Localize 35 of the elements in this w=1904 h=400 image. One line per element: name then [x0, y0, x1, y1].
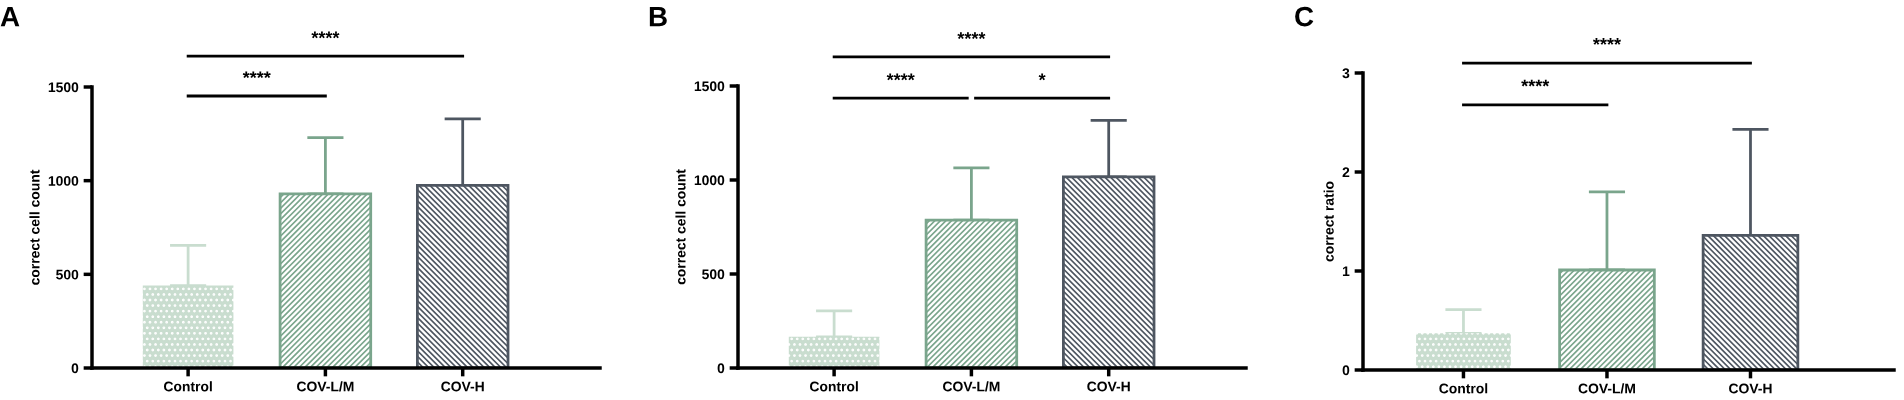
y-tick-label: 2	[1342, 167, 1350, 178]
y-tick-label: 1	[1342, 266, 1350, 277]
y-tick-label: 3	[1342, 68, 1350, 79]
x-tick-label: COV-L/M	[943, 381, 1000, 392]
chart-title: A	[0, 7, 20, 27]
y-tick-label: 0	[717, 363, 725, 374]
y-tick-label: 1000	[48, 176, 79, 186]
text: ****	[311, 31, 340, 39]
y-tick-label: 500	[56, 269, 79, 280]
x-tick-label: Control	[809, 381, 858, 392]
y-axis-title: correct cell count	[675, 169, 686, 285]
y-axis-title: correct ratio	[1323, 181, 1334, 262]
y-tick-label: 0	[71, 363, 79, 374]
x-tick-label: Control	[1439, 383, 1488, 394]
text: ****	[957, 32, 986, 40]
y-axis-title: correct cell count	[29, 169, 40, 285]
y-tick-label: 0	[1342, 365, 1350, 376]
chart-title: C	[1295, 6, 1314, 27]
x-tick-label: COV-L/M	[1578, 383, 1635, 394]
annotation: ****	[1521, 79, 1550, 87]
x-tick-label: COV-H	[441, 381, 484, 392]
x-tick-label: COV-L/M	[297, 381, 354, 392]
x-tick-label: Control	[163, 381, 212, 392]
y-tick-label: 1500	[694, 81, 725, 92]
text: ****	[242, 71, 271, 79]
y-tick-label: 500	[702, 269, 725, 280]
text: ****	[1592, 38, 1622, 45]
text: *	[1038, 73, 1046, 81]
chart-title: B	[649, 7, 667, 27]
y-tick-label: 1000	[694, 175, 725, 186]
bar	[788, 336, 880, 368]
x-tick-label: COV-H	[1729, 383, 1772, 394]
y-tick-label: 1500	[48, 82, 79, 93]
x-tick-label: COV-H	[1087, 381, 1130, 392]
text: ****	[886, 73, 915, 81]
